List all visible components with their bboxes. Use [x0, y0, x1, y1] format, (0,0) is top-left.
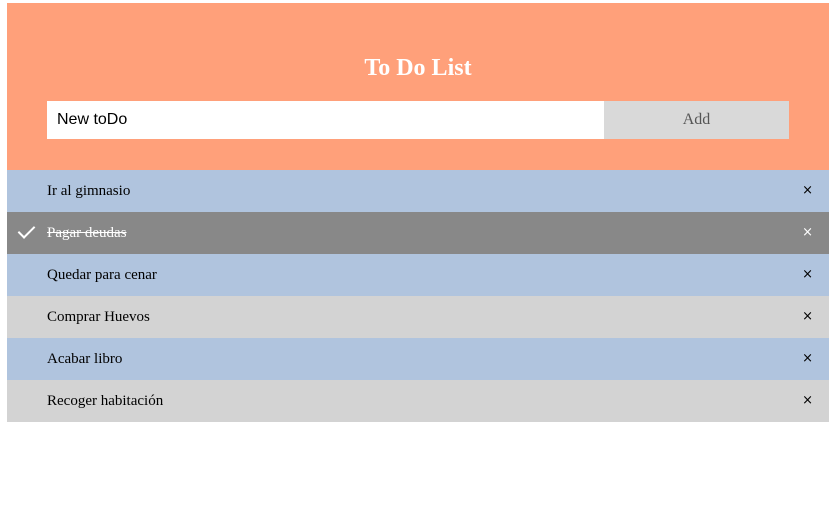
list-item-text: Acabar libro [47, 351, 123, 367]
list-item[interactable]: Quedar para cenar × [7, 254, 829, 296]
close-icon[interactable]: × [802, 267, 813, 282]
close-icon[interactable]: × [802, 225, 813, 240]
close-icon[interactable]: × [802, 393, 813, 408]
new-todo-input[interactable] [47, 101, 604, 139]
todo-list: Ir al gimnasio × Pagar deudas × Quedar p… [7, 170, 829, 422]
list-item[interactable]: Recoger habitación × [7, 380, 829, 422]
list-item[interactable]: Acabar libro × [7, 338, 829, 380]
add-button[interactable]: Add [604, 101, 789, 139]
list-item[interactable]: Ir al gimnasio × [7, 170, 829, 212]
page-title: To Do List [364, 55, 472, 81]
close-icon[interactable]: × [802, 309, 813, 324]
list-item-text: Recoger habitación [47, 393, 164, 409]
list-item-text: Pagar deudas [47, 225, 127, 241]
close-icon[interactable]: × [802, 183, 813, 198]
list-item-text: Comprar Huevos [47, 309, 150, 325]
close-icon[interactable]: × [802, 351, 813, 366]
todo-app: To Do List Add Ir al gimnasio × Pagar de… [7, 3, 829, 422]
checkmark-icon [17, 221, 36, 239]
list-item[interactable]: Pagar deudas × [7, 212, 829, 254]
input-row: Add [47, 101, 789, 139]
header: To Do List Add [7, 3, 829, 170]
list-item-text: Ir al gimnasio [47, 183, 131, 199]
list-item-text: Quedar para cenar [47, 267, 157, 283]
list-item[interactable]: Comprar Huevos × [7, 296, 829, 338]
